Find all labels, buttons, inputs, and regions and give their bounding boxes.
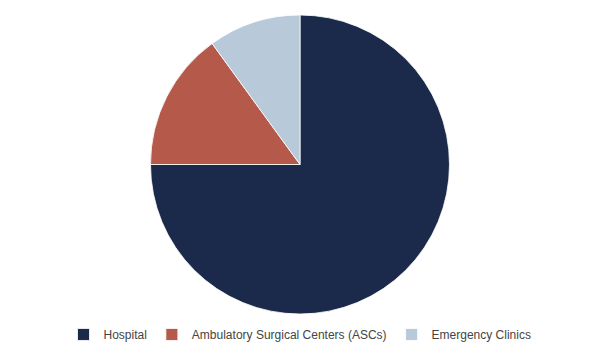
svg-text:Ambulatory Surgical Centers (A: Ambulatory Surgical Centers (ASCs) <box>192 328 387 342</box>
svg-text:Hospital: Hospital <box>104 328 147 342</box>
svg-text:Emergency Clinics: Emergency Clinics <box>432 328 531 342</box>
